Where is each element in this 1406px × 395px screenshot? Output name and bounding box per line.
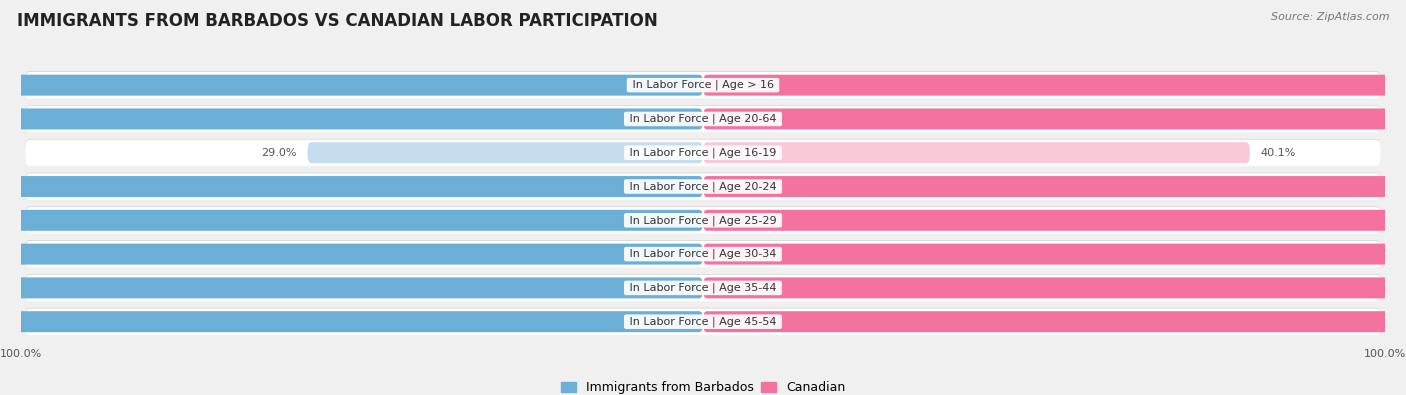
Text: In Labor Force | Age 25-29: In Labor Force | Age 25-29 bbox=[626, 215, 780, 226]
FancyBboxPatch shape bbox=[25, 71, 1381, 98]
FancyBboxPatch shape bbox=[25, 105, 1381, 132]
Text: In Labor Force | Age 35-44: In Labor Force | Age 35-44 bbox=[626, 283, 780, 293]
Text: In Labor Force | Age 20-24: In Labor Force | Age 20-24 bbox=[626, 181, 780, 192]
Legend: Immigrants from Barbados, Canadian: Immigrants from Barbados, Canadian bbox=[555, 376, 851, 395]
Text: 40.1%: 40.1% bbox=[1261, 148, 1296, 158]
FancyBboxPatch shape bbox=[25, 139, 1381, 165]
FancyBboxPatch shape bbox=[703, 210, 1406, 231]
Text: In Labor Force | Age 45-54: In Labor Force | Age 45-54 bbox=[626, 316, 780, 327]
Text: Source: ZipAtlas.com: Source: ZipAtlas.com bbox=[1271, 12, 1389, 22]
FancyBboxPatch shape bbox=[0, 210, 703, 231]
FancyBboxPatch shape bbox=[0, 75, 703, 96]
FancyBboxPatch shape bbox=[703, 75, 1406, 96]
Text: In Labor Force | Age 30-34: In Labor Force | Age 30-34 bbox=[626, 249, 780, 260]
FancyBboxPatch shape bbox=[25, 207, 1381, 233]
Text: In Labor Force | Age > 16: In Labor Force | Age > 16 bbox=[628, 80, 778, 90]
FancyBboxPatch shape bbox=[0, 176, 703, 197]
FancyBboxPatch shape bbox=[25, 139, 1381, 166]
FancyBboxPatch shape bbox=[703, 311, 1406, 332]
FancyBboxPatch shape bbox=[25, 275, 1381, 301]
FancyBboxPatch shape bbox=[0, 311, 703, 332]
FancyBboxPatch shape bbox=[703, 277, 1406, 298]
Text: In Labor Force | Age 20-64: In Labor Force | Age 20-64 bbox=[626, 114, 780, 124]
FancyBboxPatch shape bbox=[25, 72, 1381, 98]
FancyBboxPatch shape bbox=[703, 109, 1406, 130]
FancyBboxPatch shape bbox=[25, 308, 1381, 335]
FancyBboxPatch shape bbox=[0, 277, 703, 298]
FancyBboxPatch shape bbox=[25, 240, 1381, 267]
FancyBboxPatch shape bbox=[0, 244, 703, 265]
FancyBboxPatch shape bbox=[0, 109, 703, 130]
FancyBboxPatch shape bbox=[703, 176, 1406, 197]
Text: In Labor Force | Age 16-19: In Labor Force | Age 16-19 bbox=[626, 147, 780, 158]
FancyBboxPatch shape bbox=[703, 244, 1406, 265]
FancyBboxPatch shape bbox=[308, 142, 703, 163]
FancyBboxPatch shape bbox=[25, 173, 1381, 200]
Text: 29.0%: 29.0% bbox=[262, 148, 297, 158]
FancyBboxPatch shape bbox=[25, 173, 1381, 199]
FancyBboxPatch shape bbox=[25, 106, 1381, 132]
FancyBboxPatch shape bbox=[25, 308, 1381, 334]
FancyBboxPatch shape bbox=[25, 207, 1381, 233]
FancyBboxPatch shape bbox=[25, 241, 1381, 267]
FancyBboxPatch shape bbox=[25, 274, 1381, 301]
FancyBboxPatch shape bbox=[703, 142, 1250, 163]
Text: IMMIGRANTS FROM BARBADOS VS CANADIAN LABOR PARTICIPATION: IMMIGRANTS FROM BARBADOS VS CANADIAN LAB… bbox=[17, 12, 658, 30]
